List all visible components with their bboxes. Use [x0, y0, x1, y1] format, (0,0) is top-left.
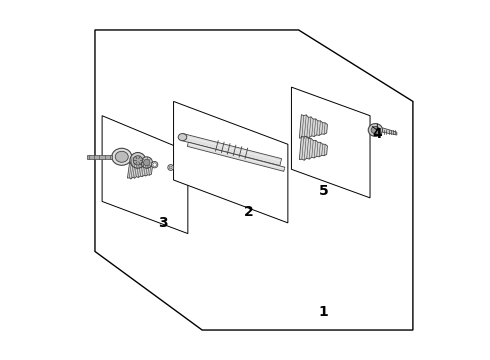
Circle shape: [169, 166, 172, 169]
Text: 5: 5: [318, 184, 328, 198]
Text: 1: 1: [318, 305, 328, 319]
Polygon shape: [127, 157, 152, 179]
Ellipse shape: [178, 134, 187, 141]
Ellipse shape: [115, 151, 128, 162]
Polygon shape: [87, 155, 112, 159]
Polygon shape: [292, 87, 370, 198]
Polygon shape: [173, 102, 288, 223]
Polygon shape: [102, 116, 188, 234]
Circle shape: [168, 165, 173, 170]
Ellipse shape: [130, 153, 146, 168]
Text: 4: 4: [372, 127, 382, 140]
Ellipse shape: [133, 156, 143, 165]
Ellipse shape: [153, 163, 156, 166]
Text: 2: 2: [244, 205, 253, 219]
Ellipse shape: [151, 161, 158, 168]
Polygon shape: [182, 134, 282, 166]
Text: 3: 3: [158, 216, 168, 230]
Ellipse shape: [368, 123, 383, 136]
Polygon shape: [299, 115, 327, 139]
Polygon shape: [95, 30, 413, 330]
Polygon shape: [187, 142, 285, 171]
Polygon shape: [299, 136, 327, 160]
Polygon shape: [383, 128, 397, 135]
Ellipse shape: [141, 157, 152, 168]
Ellipse shape: [112, 148, 132, 165]
Ellipse shape: [144, 159, 150, 166]
Ellipse shape: [371, 126, 380, 134]
